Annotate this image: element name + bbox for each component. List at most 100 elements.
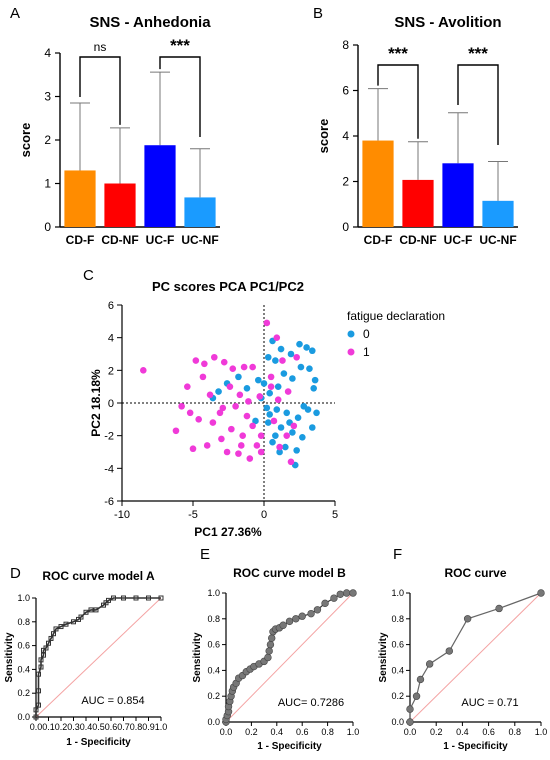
- reference-line-e: [225, 592, 354, 723]
- y-tick-label-c: 6: [108, 300, 114, 312]
- scatter-point-fatigue-1: [226, 383, 234, 390]
- bar-a-uc-nf: [184, 197, 216, 227]
- scatter-point-fatigue-0: [297, 363, 305, 371]
- roc-point-e: [298, 612, 306, 620]
- y-tick-label-b: 6: [342, 84, 349, 98]
- scatter-point-fatigue-1: [257, 448, 265, 456]
- bar-b-cd-nf: [402, 179, 434, 227]
- roc-point-e: [307, 609, 315, 618]
- y-tick-label-d: 0.4: [17, 664, 30, 674]
- y-tick-label-b: 4: [342, 129, 349, 143]
- scatter-point-fatigue-0: [282, 443, 289, 451]
- chart-title-e: ROC curve model B: [233, 566, 346, 580]
- y-tick-label-e: 0.4: [207, 665, 220, 675]
- roc-point-e: [268, 634, 276, 642]
- reference-line-d: [35, 597, 162, 718]
- x-tick-label-d: 0.2: [55, 722, 68, 732]
- bar-b-uc-nf: [482, 200, 514, 227]
- x-tick-label-a: UC-F: [146, 233, 175, 247]
- x-tick-label-e: 0.6: [296, 727, 309, 737]
- scatter-point-fatigue-1: [220, 358, 228, 366]
- y-tick-label-f: 0.2: [391, 691, 404, 701]
- scatter-point-fatigue-1: [293, 353, 300, 361]
- scatter-point-fatigue-0: [294, 414, 302, 422]
- chart-title-b: SNS - Avolition: [394, 14, 501, 31]
- legend-label-c: 1: [363, 345, 370, 359]
- roc-point-d: [146, 595, 151, 601]
- y-tick-label-c: 2: [108, 365, 114, 377]
- auc-annotation-f: AUC = 0.71: [461, 697, 518, 709]
- scatter-point-fatigue-0: [215, 388, 222, 395]
- roc-point-d: [36, 688, 41, 694]
- scatter-point-fatigue-1: [186, 409, 194, 417]
- x-tick-label-d: 0.8: [130, 722, 143, 732]
- panel-label-a: A: [10, 5, 20, 22]
- y-axis-label-e: Sensitivity: [192, 632, 203, 682]
- y-tick-label-a: 3: [44, 90, 51, 104]
- x-tick-label-d: 0.9: [142, 722, 155, 732]
- x-tick-label-b: UC-NF: [479, 233, 516, 247]
- scatter-point-fatigue-1: [172, 427, 180, 435]
- roc-point-d: [63, 621, 69, 627]
- x-tick-label-d: 1.0: [155, 722, 168, 732]
- scatter-point-fatigue-0: [266, 411, 273, 418]
- scatter-point-fatigue-1: [236, 391, 244, 399]
- scatter-point-fatigue-1: [276, 443, 283, 451]
- x-tick-label-c: -10: [114, 509, 130, 521]
- y-tick-label-a: 1: [44, 177, 51, 191]
- roc-point-d: [133, 595, 139, 601]
- scatter-point-fatigue-1: [274, 396, 282, 404]
- x-tick-label-d: 0.4: [80, 722, 93, 732]
- roc-point-d: [93, 607, 99, 613]
- scatter-point-fatigue-1: [253, 442, 261, 449]
- scatter-point-fatigue-0: [276, 448, 283, 456]
- x-axis-label-e: 1 - Specificity: [257, 741, 322, 752]
- roc-point-d: [71, 619, 76, 625]
- significance-bracket-b: [457, 64, 499, 145]
- panel-label-c: C: [83, 267, 94, 284]
- scatter-point-fatigue-0: [264, 419, 272, 426]
- panel-label-b: B: [313, 5, 323, 22]
- roc-point-d: [38, 664, 44, 670]
- scatter-point-fatigue-1: [206, 391, 214, 399]
- scatter-point-fatigue-1: [232, 402, 239, 410]
- legend-label-c: 0: [363, 327, 370, 341]
- x-tick-label-d: 0.0: [30, 722, 43, 732]
- x-tick-label-d: 0.3: [67, 722, 80, 732]
- roc-point-d: [158, 595, 164, 601]
- significance-label-b: ***: [468, 44, 488, 63]
- significance-label-b: ***: [388, 44, 408, 63]
- x-tick-label-a: UC-NF: [181, 233, 218, 247]
- scatter-point-fatigue-1: [228, 425, 235, 433]
- panel-label-d: D: [10, 565, 21, 582]
- scatter-point-fatigue-1: [267, 373, 275, 381]
- x-tick-label-d: 0.7: [117, 722, 130, 732]
- y-tick-label-c: -4: [104, 463, 114, 475]
- roc-point-e: [330, 594, 338, 602]
- y-tick-label-e: 0.6: [207, 640, 220, 650]
- scatter-point-fatigue-1: [243, 412, 251, 420]
- scatter-point-fatigue-1: [211, 353, 218, 361]
- scatter-point-fatigue-1: [140, 367, 147, 374]
- scatter-point-fatigue-0: [263, 404, 271, 412]
- y-tick-label-a: 4: [44, 46, 51, 60]
- scatter-point-fatigue-0: [308, 424, 316, 431]
- roc-point-e: [265, 647, 273, 655]
- y-tick-label-f: 0.6: [391, 640, 404, 650]
- scatter-point-fatigue-1: [246, 455, 254, 462]
- scatter-point-fatigue-1: [249, 363, 256, 371]
- roc-point-d: [51, 631, 56, 637]
- roc-point-f: [406, 718, 414, 726]
- scatter-point-fatigue-0: [269, 438, 276, 446]
- scatter-point-fatigue-0: [308, 347, 316, 355]
- roc-point-f: [495, 604, 503, 613]
- y-axis-label-d: Sensitivity: [4, 632, 15, 682]
- scatter-point-fatigue-0: [266, 389, 273, 397]
- scatter-point-fatigue-1: [203, 442, 211, 449]
- scatter-point-fatigue-0: [283, 409, 291, 417]
- scatter-point-fatigue-0: [273, 406, 281, 413]
- roc-point-e: [313, 606, 322, 614]
- y-tick-label-c: -2: [104, 431, 114, 443]
- roc-point-f: [445, 647, 453, 655]
